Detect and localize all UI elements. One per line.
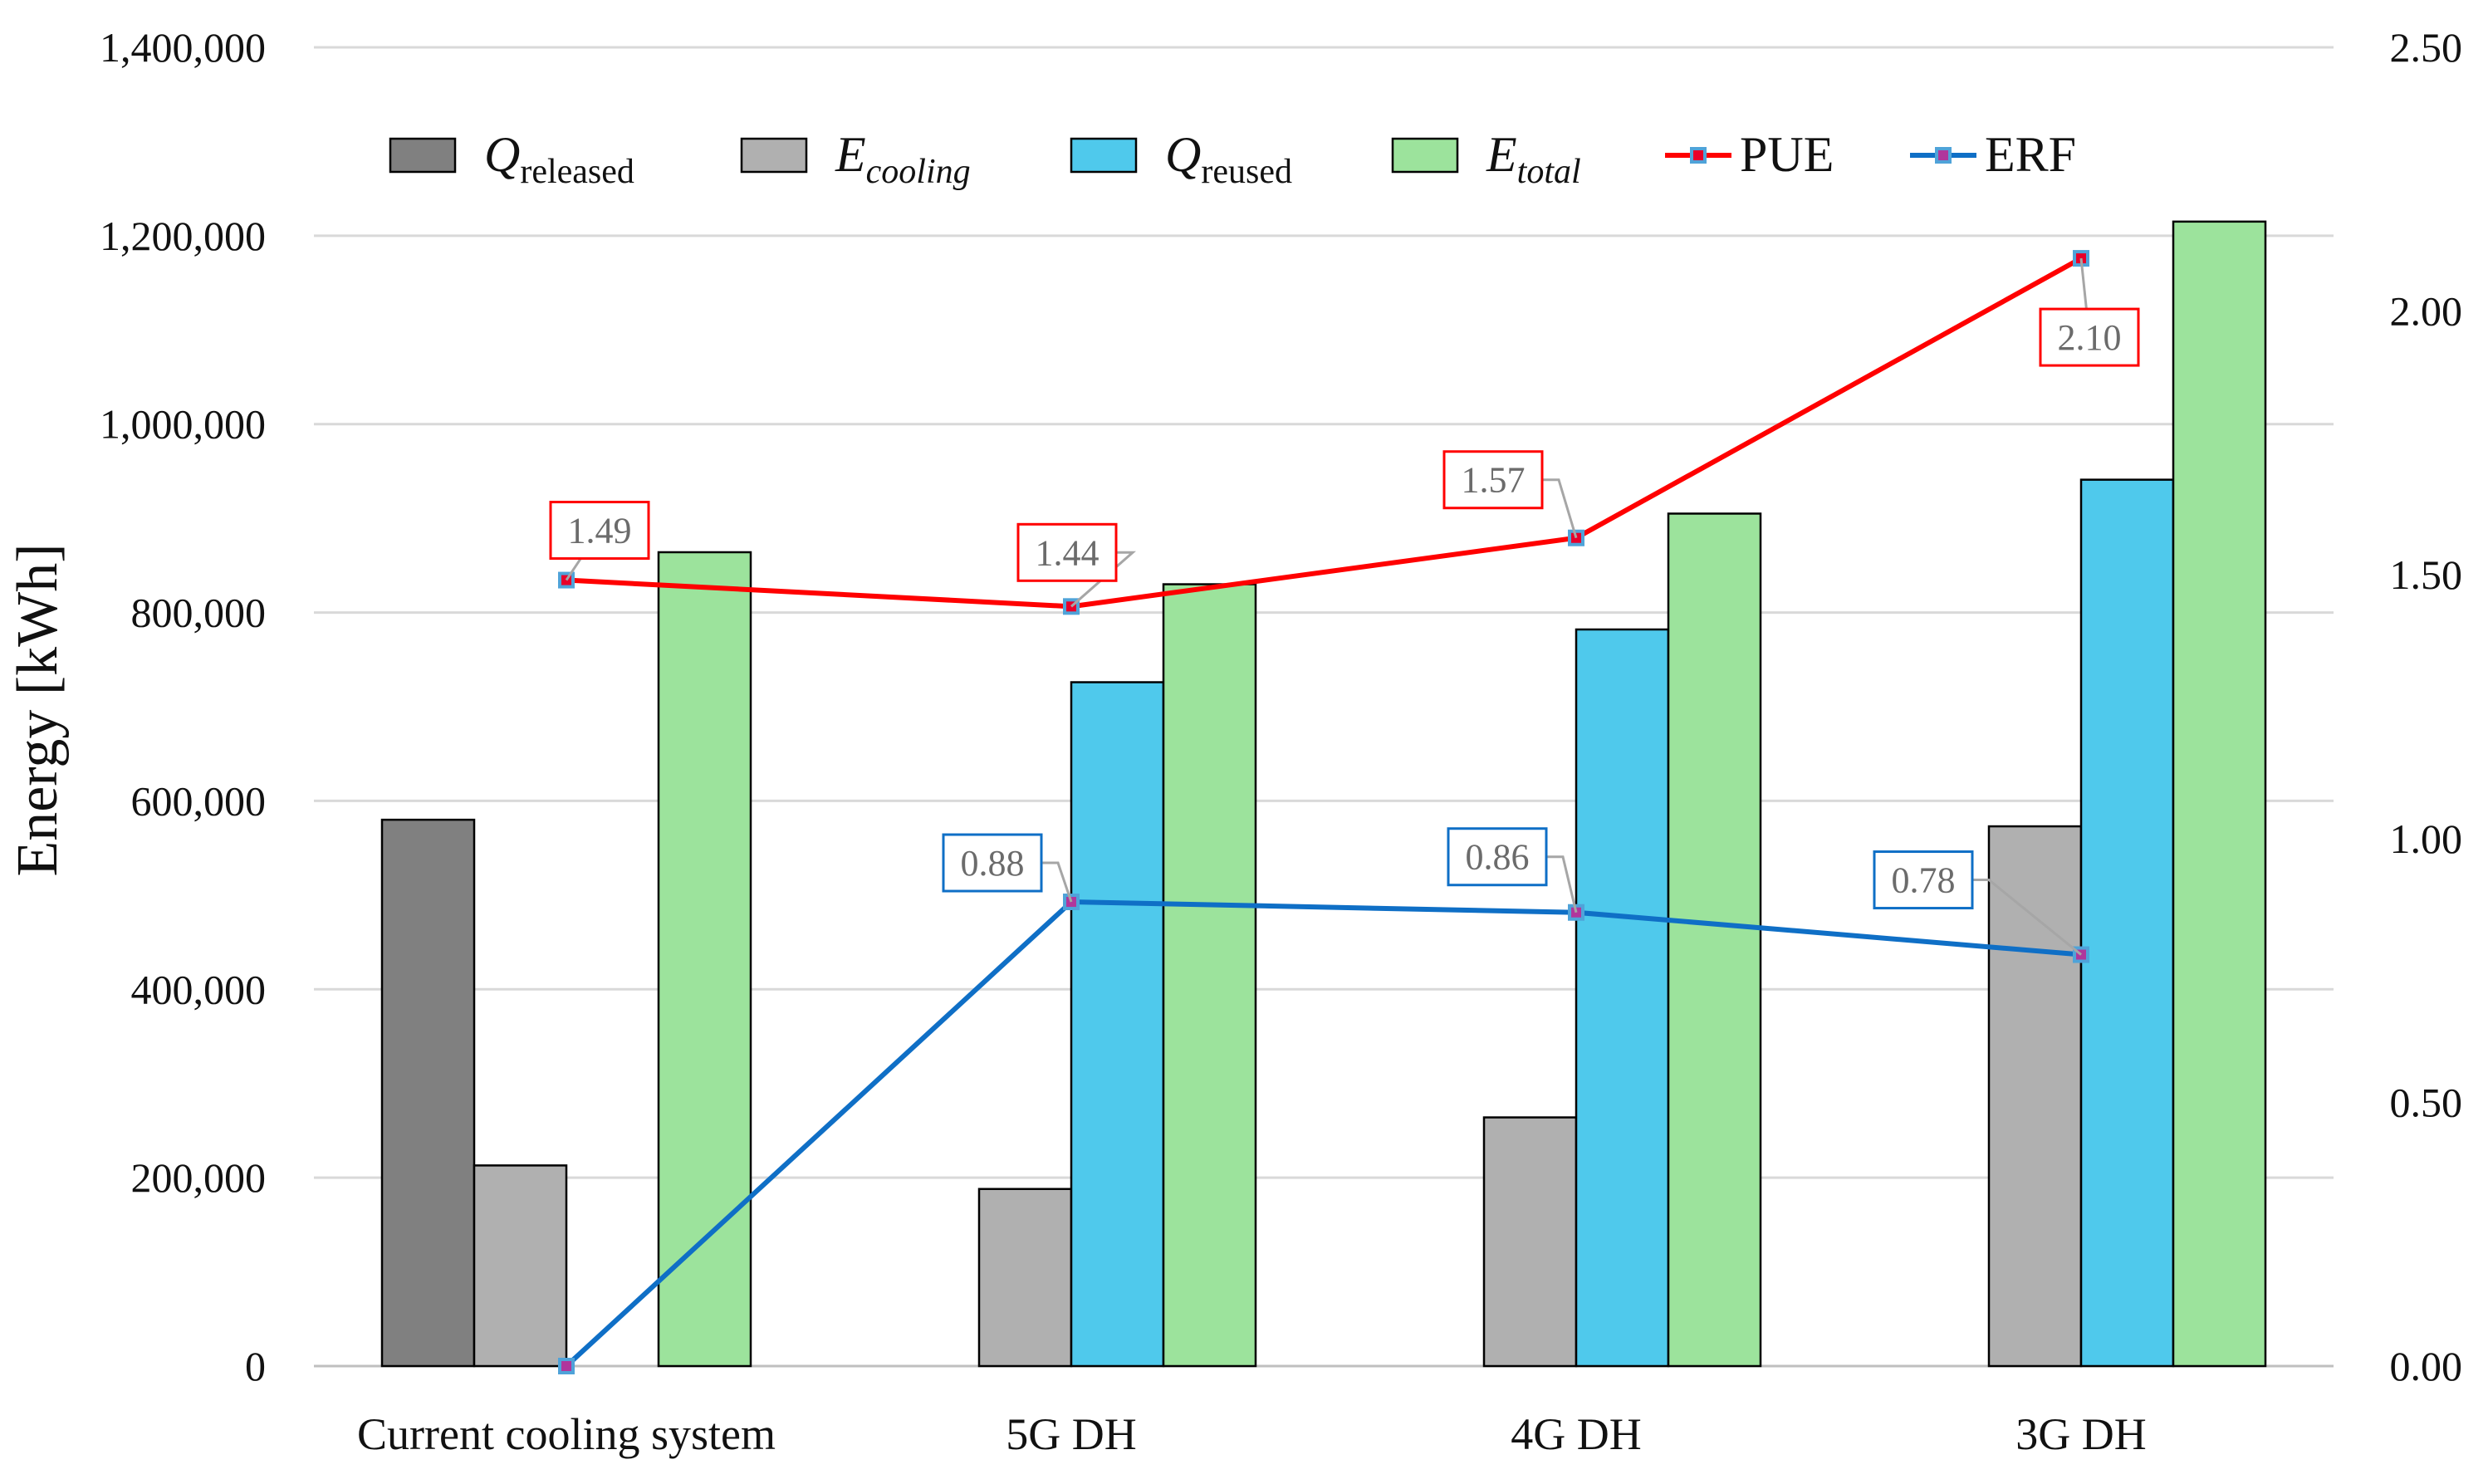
data-label: 1.49 <box>568 511 632 551</box>
data-label: 0.86 <box>1466 837 1530 878</box>
x-tick-label: 5G DH <box>1006 1409 1137 1459</box>
bar <box>977 1188 1073 1368</box>
label-leader <box>1972 879 2082 956</box>
y-axis-ticks: 0 200,000 400,000 600,000 800,000 1,000,000 1,… <box>100 24 266 1389</box>
legend-label: Qreused <box>1165 127 1292 191</box>
data-label-box <box>1016 522 1118 582</box>
legend-label: Ecooling <box>835 127 971 191</box>
data-label: 1.57 <box>1462 460 1526 501</box>
bar <box>1482 1116 1578 1368</box>
data-label-box <box>942 833 1043 893</box>
series-lines <box>558 250 2089 1374</box>
data-label-box <box>1442 450 1544 510</box>
gridlines <box>314 46 2334 1368</box>
bar <box>473 1164 568 1368</box>
bar <box>657 551 752 1368</box>
label-leader <box>1041 861 1073 903</box>
x-tick-label: Current cooling system <box>357 1409 776 1459</box>
bar <box>2079 478 2175 1368</box>
label-leader <box>1070 551 1136 608</box>
data-label: 2.10 <box>2058 317 2122 358</box>
y-tick-label: 1,400,000 <box>100 24 266 71</box>
bar <box>2172 220 2267 1368</box>
y-tick-label: 1,000,000 <box>100 401 266 448</box>
bar <box>1667 512 1762 1368</box>
data-label: 0.78 <box>1892 860 1956 901</box>
legend-label: Etotal <box>1486 127 1581 191</box>
legend-label: Qreleased <box>484 127 634 191</box>
y-tick-label: 600,000 <box>131 777 267 824</box>
y2-tick-label: 1.50 <box>2390 551 2463 598</box>
legend: Qreleased Ecooling Qreused Etotal PUE ERF <box>389 127 2076 191</box>
bars <box>380 220 2267 1368</box>
y-tick-label: 1,200,000 <box>100 213 266 259</box>
legend-swatch <box>1070 137 1138 174</box>
legend-label: ERF <box>1985 127 2076 182</box>
y-tick-label: 200,000 <box>131 1154 267 1201</box>
data-label-box <box>2039 307 2140 367</box>
legend-swatch <box>740 137 808 174</box>
label-leader <box>1542 478 1578 539</box>
y2-tick-label: 1.00 <box>2390 815 2463 862</box>
y2-axis-ticks: 0.00 0.50 1.00 1.50 2.00 2.50 <box>2390 24 2463 1389</box>
data-label: 1.44 <box>1036 532 1100 573</box>
series-line <box>566 256 2083 610</box>
y2-tick-label: 2.00 <box>2390 288 2463 335</box>
legend-marker-core <box>1938 150 1948 160</box>
line-marker-core <box>561 1361 571 1371</box>
y2-tick-label: 0.00 <box>2390 1343 2463 1389</box>
y-tick-label: 800,000 <box>131 590 267 636</box>
bar <box>1987 825 2083 1368</box>
x-tick-label: 3G DH <box>2015 1409 2147 1459</box>
legend-swatch <box>1391 137 1459 174</box>
legend-label: PUE <box>1740 127 1834 182</box>
x-tick-label: 4G DH <box>1511 1409 1642 1459</box>
data-label-box <box>549 501 650 561</box>
y-tick-label: 0 <box>245 1343 266 1389</box>
y-axis-title: Energy [kWh] <box>6 543 70 876</box>
bar <box>1162 583 1257 1368</box>
data-label-box <box>1447 827 1548 887</box>
y-tick-label: 400,000 <box>131 966 267 1012</box>
y2-tick-label: 2.50 <box>2390 24 2463 71</box>
label-leader <box>1546 855 1578 913</box>
y2-tick-label: 0.50 <box>2390 1079 2463 1125</box>
data-label: 0.88 <box>961 843 1025 884</box>
bar <box>1575 628 1670 1368</box>
data-label-box <box>1873 850 1974 910</box>
legend-marker-core <box>1693 150 1703 160</box>
bar <box>380 818 476 1368</box>
bar <box>1070 681 1165 1368</box>
x-axis-ticks: Current cooling system 5G DH 4G DH 3G DH <box>357 1409 2147 1459</box>
data-labels: 1.49 1.44 1.57 2.10 0.88 0.86 0.78 <box>549 257 2140 956</box>
series-line <box>564 899 2082 1369</box>
legend-swatch <box>389 137 457 174</box>
